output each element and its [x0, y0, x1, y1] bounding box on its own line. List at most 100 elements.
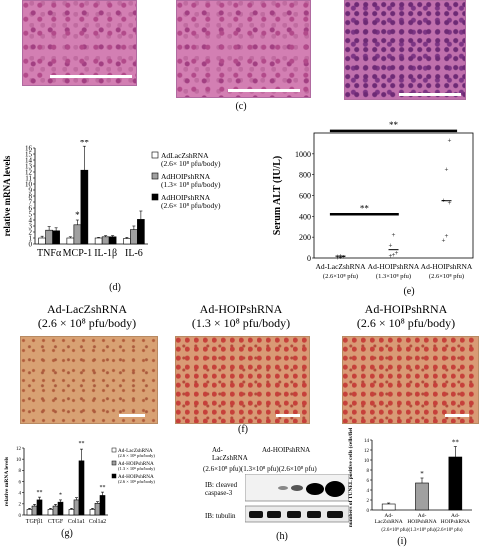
blot-band	[327, 511, 343, 518]
y-tick-label: 12	[25, 168, 33, 176]
plot-frame	[313, 132, 474, 259]
bar	[94, 502, 101, 516]
panel-label-i: (i)	[397, 536, 407, 547]
f-title-1-name: Ad-LacZshRNA	[47, 302, 127, 316]
legend-label-dose: (2.6× 10⁸ pfu/body)	[161, 201, 221, 210]
y-tick-label: 16	[25, 144, 33, 152]
bar	[38, 237, 46, 245]
micrograph-f2	[175, 336, 310, 424]
f-title-2: Ad-HOIPshRNA (1.3 × 10⁸ pfu/body)	[176, 302, 306, 330]
x-tick-label-dose: (1.3×10⁸ pfu)	[376, 273, 411, 280]
x-dose-label: (2.6×10⁸ pfu)(1.3×10⁸ pfu)(2.6×10⁸ pfu)	[381, 527, 463, 533]
y-tick-label: 2	[367, 499, 370, 504]
significance-label: *	[420, 470, 424, 478]
bar	[89, 509, 96, 516]
y-tick-label: 13	[25, 162, 33, 170]
legend-swatch	[151, 193, 159, 201]
legend-swatch	[151, 172, 159, 180]
bar	[94, 237, 103, 245]
f-title-3-dose: (2.6 × 10⁸ pfu/body)	[356, 316, 456, 330]
bar	[80, 169, 89, 245]
significance-label: **	[360, 203, 370, 213]
data-point: +	[336, 254, 340, 262]
bar	[130, 229, 138, 245]
legend-label-dose: (2.6× 10⁸ pfu/body)	[161, 159, 221, 168]
blot-band	[291, 485, 303, 491]
micrograph-c2	[176, 0, 311, 98]
data-point: +	[342, 253, 346, 261]
legend-label-dose: (1.3 × 10⁸ pfu/body)	[118, 466, 155, 471]
y-tick-label: 0	[19, 514, 22, 519]
y-tick-label: 1	[29, 234, 33, 242]
panel-label-d: (d)	[109, 282, 121, 293]
significance-label: **	[452, 439, 460, 447]
f-title-1-dose: (2.6 × 10⁸ pfu/body)	[37, 316, 137, 330]
scale-bar	[399, 93, 461, 96]
legend-label-dose: (2.6 × 10⁸ pfu/body)	[118, 453, 155, 458]
bar	[31, 505, 38, 516]
significance-label: *	[75, 210, 80, 220]
legend-label: AdLacZshRNA	[161, 151, 209, 160]
legend-swatch	[151, 151, 159, 159]
y-tick-label: 400	[299, 212, 311, 221]
y-tick-label: 600	[299, 192, 311, 201]
panel-label-f: (f)	[238, 424, 248, 435]
y-tick-label: 2	[19, 503, 22, 508]
bar	[137, 219, 145, 245]
y-tick-label: 9	[29, 186, 33, 194]
x-tick-label: Ad-	[384, 513, 393, 519]
x-tick-label: TNFα	[37, 248, 62, 259]
f-title-2-dose: (1.3 × 10⁸ pfu/body)	[191, 316, 291, 330]
bar	[99, 495, 106, 516]
blot-band	[307, 511, 321, 518]
significance-label: **	[100, 485, 106, 491]
data-point: +	[445, 165, 449, 173]
y-tick-label: 5	[29, 210, 33, 218]
legend-swatch	[111, 473, 117, 479]
blot-ib1-label: IB: cleaved caspase-3	[205, 481, 238, 497]
bar	[36, 499, 43, 516]
y-tick-label: 8	[19, 469, 22, 474]
y-tick-label: 14	[25, 156, 33, 164]
panel-label-h: (h)	[276, 531, 288, 542]
x-tick-label: Ad-HOIPshRNA	[421, 262, 473, 271]
data-point: +	[448, 199, 452, 207]
x-tick-label: IL-6	[125, 248, 143, 259]
scale-bar	[276, 414, 300, 417]
y-tick-label: 200	[299, 233, 311, 242]
x-tick-label: TGFβ1	[26, 519, 43, 525]
blot-band	[325, 481, 345, 497]
bar	[101, 236, 110, 245]
legend-swatch	[111, 460, 117, 466]
micrograph-c3	[344, 0, 466, 100]
y-axis-label: relative mRNA levels	[4, 457, 10, 506]
x-tick-label-dose: (2.6×10⁸ pfu)	[429, 273, 464, 280]
y-tick-label: 1000	[295, 150, 311, 159]
y-tick-label: 8	[367, 469, 370, 474]
western-blot	[245, 474, 349, 523]
legend-label-dose: (2.6 × 10⁸ pfu/body)	[118, 479, 155, 484]
bar	[52, 230, 60, 245]
y-tick-label: 4	[367, 489, 370, 494]
data-point: +	[445, 232, 449, 240]
bar	[68, 509, 75, 516]
bar	[415, 482, 429, 511]
scale-bar	[445, 414, 469, 417]
blot-ib2-label: IB: tubulin	[205, 512, 236, 520]
micrograph-f1	[20, 336, 158, 424]
bar	[108, 236, 117, 245]
y-tick-label: 10	[364, 459, 370, 464]
bar	[73, 224, 82, 245]
bar	[448, 456, 463, 511]
legend-label: Ad-LacZshRNA	[118, 448, 153, 454]
y-tick-label: 4	[19, 491, 22, 496]
significance-label: *	[59, 493, 62, 499]
data-point: +	[389, 241, 393, 249]
legend-swatch	[111, 447, 117, 453]
y-tick-label: 14	[364, 439, 370, 444]
legend-label: Ad-HOIPshRNA	[118, 461, 154, 467]
x-tick-label: LacZshRNA	[375, 519, 403, 525]
scale-bar	[228, 89, 300, 92]
f-title-3: Ad-HOIPshRNA (2.6 × 10⁸ pfu/body)	[336, 302, 476, 330]
bar	[123, 238, 131, 245]
